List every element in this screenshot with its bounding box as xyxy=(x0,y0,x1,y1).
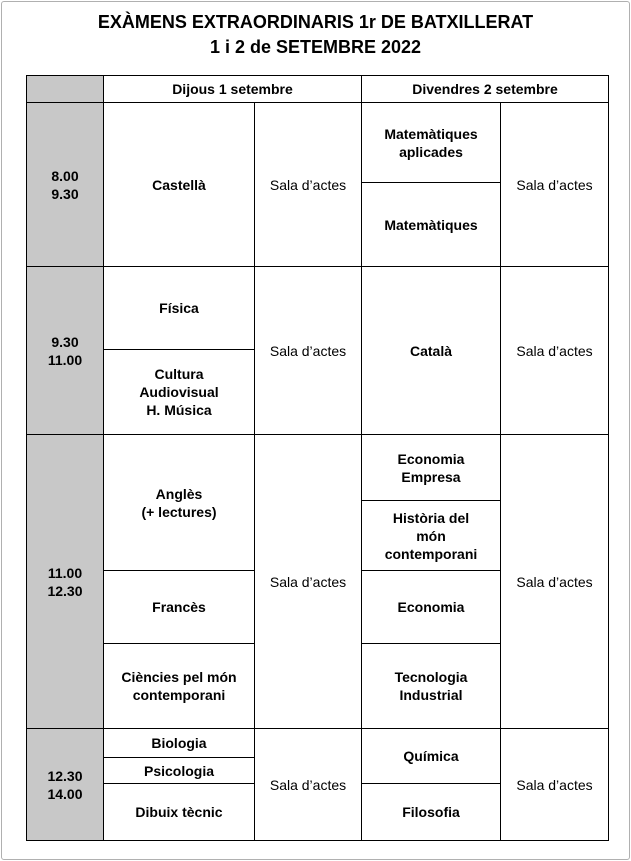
text-line: aplicades xyxy=(399,143,463,160)
corner xyxy=(26,75,104,103)
text-line: Sala d’actes xyxy=(516,573,593,590)
text-line: Sala d’actes xyxy=(516,176,593,193)
text-line: Psicologia xyxy=(143,762,215,779)
subject-cell: Català xyxy=(361,266,501,435)
text-line: Sala d’actes xyxy=(269,342,347,359)
text-line: Industrial xyxy=(399,687,463,703)
title-line: 1 i 2 de SETEMBRE 2022 xyxy=(0,37,631,58)
subject-cell: Ciències pel món contemporani xyxy=(103,643,255,729)
text-line: contemporani xyxy=(132,687,226,703)
time-cell: 12.30 14.00 xyxy=(26,728,104,841)
text-line: H. Música xyxy=(146,402,212,418)
subject-cell: Psicologia xyxy=(103,757,255,784)
text-line: Sala d’actes xyxy=(269,573,347,590)
subject-cell: Història del món contemporani xyxy=(361,500,501,571)
time-cell: 8.00 9.30 xyxy=(26,102,104,267)
text-line: Química xyxy=(403,748,459,764)
text-line: 12.30 xyxy=(47,582,83,599)
text-line: Dijous 1 setembre xyxy=(172,81,293,97)
text-line: Empresa xyxy=(401,468,461,485)
subject-cell: Física xyxy=(103,266,255,350)
text-line: Biologia xyxy=(151,735,207,751)
text-line: Anglès xyxy=(155,485,203,502)
room-cell: Sala d’actes xyxy=(254,102,362,267)
subject-cell: Dibuix tècnic xyxy=(103,783,255,841)
day-header: Dijous 1 setembre xyxy=(103,75,362,103)
subject-cell: Matemàtiques xyxy=(361,182,501,267)
text-line: 11.00 xyxy=(47,564,83,581)
text-line: Sala d’actes xyxy=(516,342,593,359)
text-line: Sala d’actes xyxy=(516,776,593,793)
text-line: Sala d’actes xyxy=(269,776,347,793)
subject-cell: Economia Empresa xyxy=(361,434,501,501)
text-line: Matemàtiques xyxy=(384,125,478,142)
text-line: 14.00 xyxy=(47,785,83,802)
text-line: 8.00 xyxy=(51,167,79,184)
text-line: EXÀMENS EXTRAORDINARIS 1r DE BATXILLERAT xyxy=(97,12,534,32)
text-line: Filosofia xyxy=(402,804,460,820)
room-cell: Sala d’actes xyxy=(254,728,362,841)
subject-cell: Economia xyxy=(361,570,501,644)
room-cell: Sala d’actes xyxy=(254,434,362,729)
text-line: Tecnologia xyxy=(394,669,468,685)
text-line: Cultura xyxy=(154,366,204,382)
room-cell: Sala d’actes xyxy=(500,102,609,267)
text-line: Audiovisual xyxy=(139,384,219,400)
subject-cell: Tecnologia Industrial xyxy=(361,643,501,729)
title-line: EXÀMENS EXTRAORDINARIS 1r DE BATXILLERAT xyxy=(0,12,631,33)
text-line: Economia xyxy=(397,450,465,467)
day-header: Divendres 2 setembre xyxy=(361,75,609,103)
text-line: Matemàtiques xyxy=(384,216,478,233)
text-line: Història del xyxy=(392,509,470,526)
text-line: 1 i 2 de SETEMBRE 2022 xyxy=(209,37,422,57)
room-cell: Sala d’actes xyxy=(500,266,609,435)
text-line: 11.00 xyxy=(47,351,83,368)
room-cell: Sala d’actes xyxy=(500,434,609,729)
text-line: Física xyxy=(159,300,199,316)
text-line: Sala d’actes xyxy=(269,176,347,193)
text-line: Economia xyxy=(397,599,465,615)
text-line: Dibuix tècnic xyxy=(135,804,223,820)
subject-cell: Filosofia xyxy=(361,783,501,841)
text-line: Francès xyxy=(152,599,206,615)
text-line: 9.30 xyxy=(51,333,79,350)
text-line: món xyxy=(416,527,446,544)
text-line: Català xyxy=(409,342,453,359)
time-cell: 11.00 12.30 xyxy=(26,434,104,729)
time-cell: 9.30 11.00 xyxy=(26,266,104,435)
text-line: 9.30 xyxy=(51,185,79,202)
subject-cell: Biologia xyxy=(103,728,255,758)
subject-cell: Matemàtiques aplicades xyxy=(361,102,501,183)
room-cell: Sala d’actes xyxy=(500,728,609,841)
subject-cell: Castellà xyxy=(103,102,255,267)
text-line: Ciències pel món xyxy=(121,669,237,685)
text-line: Divendres 2 setembre xyxy=(412,81,558,97)
room-cell: Sala d’actes xyxy=(254,266,362,435)
subject-cell: Cultura Audiovisual H. Música xyxy=(103,349,255,435)
subject-cell: Anglès (+ lectures) xyxy=(103,434,255,571)
text-line: contemporani xyxy=(384,545,478,562)
text-line: (+ lectures) xyxy=(141,503,217,520)
text-line: 12.30 xyxy=(47,767,83,784)
subject-cell: Francès xyxy=(103,570,255,644)
subject-cell: Química xyxy=(361,728,501,784)
text-line: Castellà xyxy=(152,176,206,193)
